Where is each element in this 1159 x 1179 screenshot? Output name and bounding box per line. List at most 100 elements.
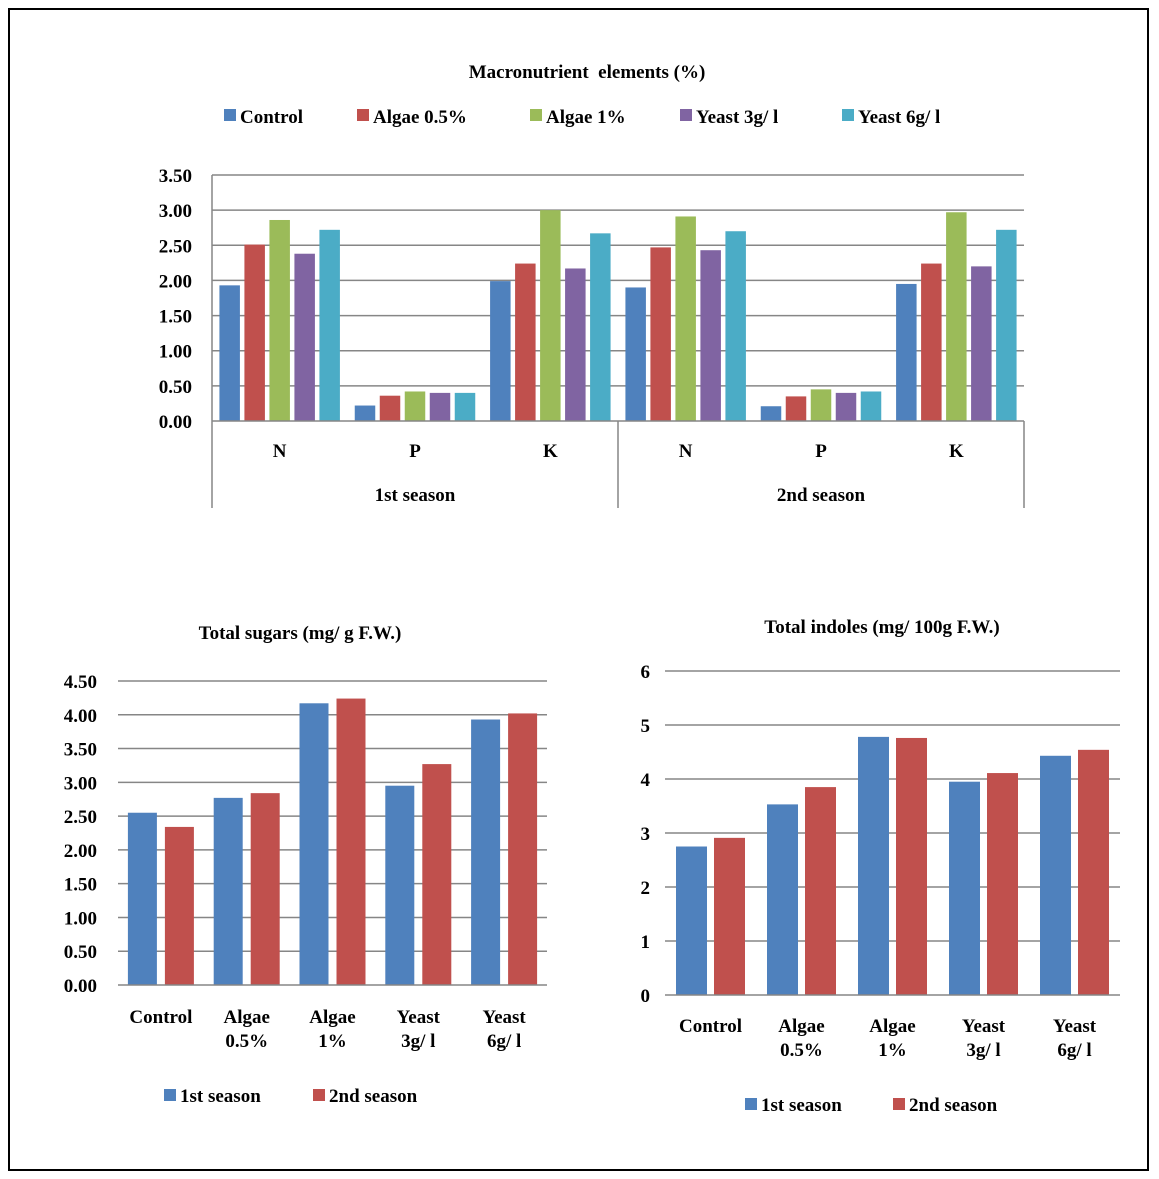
x-tick-label: 6g/ l <box>487 1031 521 1052</box>
x-tick-label: Algae <box>869 1016 915 1037</box>
bar <box>515 263 536 421</box>
x-tick-label: P <box>815 441 827 462</box>
bar <box>921 263 942 421</box>
y-tick-label: 3.50 <box>64 740 97 761</box>
y-tick-label: 4 <box>641 770 651 791</box>
y-axis-ticks: 0 1 2 3 4 5 6 <box>641 662 651 1007</box>
y-tick-label: 0.00 <box>64 976 97 997</box>
x-axis: Control Algae 0.5% Algae 1% Yeast 3g/ l Yeast 6g… <box>118 984 547 1052</box>
legend-label: 2nd season <box>329 1086 418 1107</box>
total-indoles-chart: Total indoles (mg/ 100g F.W.) 0 1 2 3 4 5 6 Co… <box>641 617 1120 1116</box>
bar <box>422 764 452 985</box>
y-tick-label: 2.00 <box>159 271 192 292</box>
bar <box>650 247 671 421</box>
x-tick-label: 1% <box>318 1031 347 1052</box>
bar <box>949 781 980 995</box>
x-tick-label: K <box>543 441 558 462</box>
legend-swatch <box>680 109 692 121</box>
bar <box>219 285 240 421</box>
legend-swatch <box>164 1089 176 1101</box>
y-tick-label: 3.50 <box>159 166 192 187</box>
bar <box>714 837 745 995</box>
legend-label: Control <box>240 107 303 128</box>
bar <box>785 396 807 421</box>
y-tick-label: 3.00 <box>64 773 97 794</box>
bar <box>760 406 782 421</box>
y-tick-label: 1.50 <box>159 307 192 328</box>
x-tick-label: 3g/ l <box>966 1040 1000 1061</box>
y-tick-label: 3.00 <box>159 201 192 222</box>
x-tick-label: 1% <box>878 1040 907 1061</box>
x-axis: N P K 1st season N P K 2nd season <box>211 175 1025 508</box>
bar <box>508 713 538 985</box>
x-tick-label: K <box>949 441 964 462</box>
macronutrient-chart: Macronutrient elements (%) Control Algae … <box>159 62 1025 508</box>
bar <box>896 737 927 995</box>
bar <box>250 793 280 985</box>
bar <box>244 244 265 421</box>
legend-label: Algae 0.5% <box>373 107 467 128</box>
bar <box>946 212 967 421</box>
y-tick-label: 5 <box>641 716 651 737</box>
x-tick-label: Yeast <box>962 1016 1006 1037</box>
legend-swatch <box>745 1098 757 1110</box>
bar <box>725 231 746 421</box>
bar <box>294 253 315 421</box>
y-tick-label: 4.00 <box>64 706 97 727</box>
bar <box>675 216 696 421</box>
total-sugars-chart: Total sugars (mg/ g F.W.) 0.00 0.50 1.00 1.… <box>64 623 547 1107</box>
bar <box>835 392 857 421</box>
x-tick-label: Yeast <box>482 1007 526 1028</box>
x-tick-label: 3g/ l <box>401 1031 435 1052</box>
legend-swatch <box>842 109 854 121</box>
bar <box>1040 755 1071 995</box>
bar <box>299 703 329 985</box>
legend-label: Algae 1% <box>546 107 626 128</box>
y-tick-label: 0 <box>641 986 651 1007</box>
x-tick-label: Yeast <box>397 1007 441 1028</box>
x-tick-label: P <box>409 441 421 462</box>
chart-title: Total indoles (mg/ 100g F.W.) <box>764 617 999 638</box>
bar <box>700 250 721 421</box>
chart-title: Macronutrient elements (%) <box>469 62 706 83</box>
bar <box>676 846 707 995</box>
y-tick-label: 0.00 <box>159 412 192 433</box>
bar <box>858 736 889 995</box>
bar <box>1078 749 1109 995</box>
chart-legend: Control Algae 0.5% Algae 1% Yeast 3g/ l Yeas… <box>224 107 940 128</box>
chart-legend: 1st season 2nd season <box>164 1086 418 1107</box>
x-axis: Control Algae 0.5% Algae 1% Yeast 3g/ l Yeast 6g… <box>665 994 1120 1061</box>
x-tick-label: N <box>273 441 287 462</box>
y-tick-label: 1 <box>641 932 651 953</box>
bars <box>127 698 538 985</box>
legend-label: Yeast 3g/ l <box>696 107 778 128</box>
legend-label: 1st season <box>180 1086 261 1107</box>
bar <box>404 391 426 421</box>
gridlines <box>212 174 1024 387</box>
y-tick-label: 2.50 <box>159 236 192 257</box>
y-tick-label: 2.50 <box>64 807 97 828</box>
y-tick-label: 1.00 <box>64 908 97 929</box>
bar <box>379 395 401 421</box>
bar <box>896 283 917 421</box>
bar <box>860 391 882 421</box>
bar <box>164 826 194 985</box>
bar <box>319 229 340 421</box>
bars <box>219 210 1017 421</box>
y-axis-ticks: 0.00 0.50 1.00 1.50 2.00 2.50 3.00 3.50 4.00 4.50 <box>64 672 97 997</box>
bar <box>805 787 836 995</box>
bar <box>213 797 243 985</box>
legend-swatch <box>313 1089 325 1101</box>
x-tick-label: Algae <box>778 1016 824 1037</box>
legend-swatch <box>530 109 542 121</box>
bar <box>385 785 415 985</box>
bar <box>336 698 366 985</box>
bar <box>354 405 376 421</box>
chart-title: Total sugars (mg/ g F.W.) <box>199 623 402 644</box>
bars <box>676 736 1109 995</box>
chart-legend: 1st season 2nd season <box>745 1095 998 1116</box>
bar <box>490 281 511 421</box>
legend-label: 1st season <box>761 1095 842 1116</box>
y-tick-label: 1.50 <box>64 875 97 896</box>
